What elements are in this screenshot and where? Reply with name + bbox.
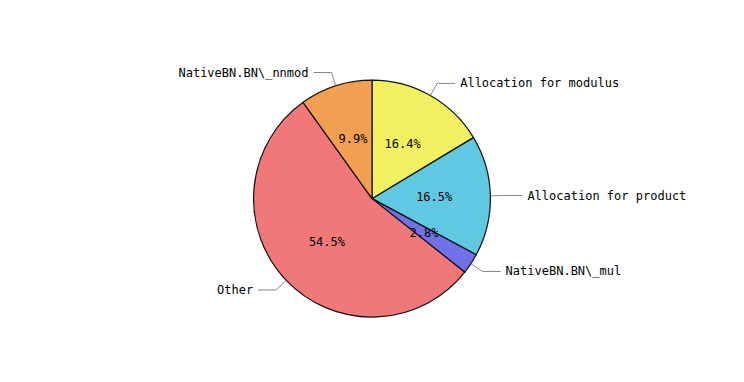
svg-text:NativeBN.BN\_nnmod: NativeBN.BN\_nnmod: [178, 66, 308, 80]
svg-text:54.5%: 54.5%: [309, 235, 346, 249]
svg-text:Other: Other: [217, 283, 253, 297]
svg-text:16.5%: 16.5%: [416, 190, 453, 204]
svg-text:9.9%: 9.9%: [339, 132, 369, 146]
svg-text:16.4%: 16.4%: [385, 137, 422, 151]
svg-text:2.8%: 2.8%: [410, 226, 440, 240]
svg-text:Allocation for product: Allocation for product: [527, 189, 686, 203]
svg-text:Allocation for modulus: Allocation for modulus: [460, 76, 619, 90]
svg-text:NativeBN.BN\_mul: NativeBN.BN\_mul: [506, 264, 622, 278]
